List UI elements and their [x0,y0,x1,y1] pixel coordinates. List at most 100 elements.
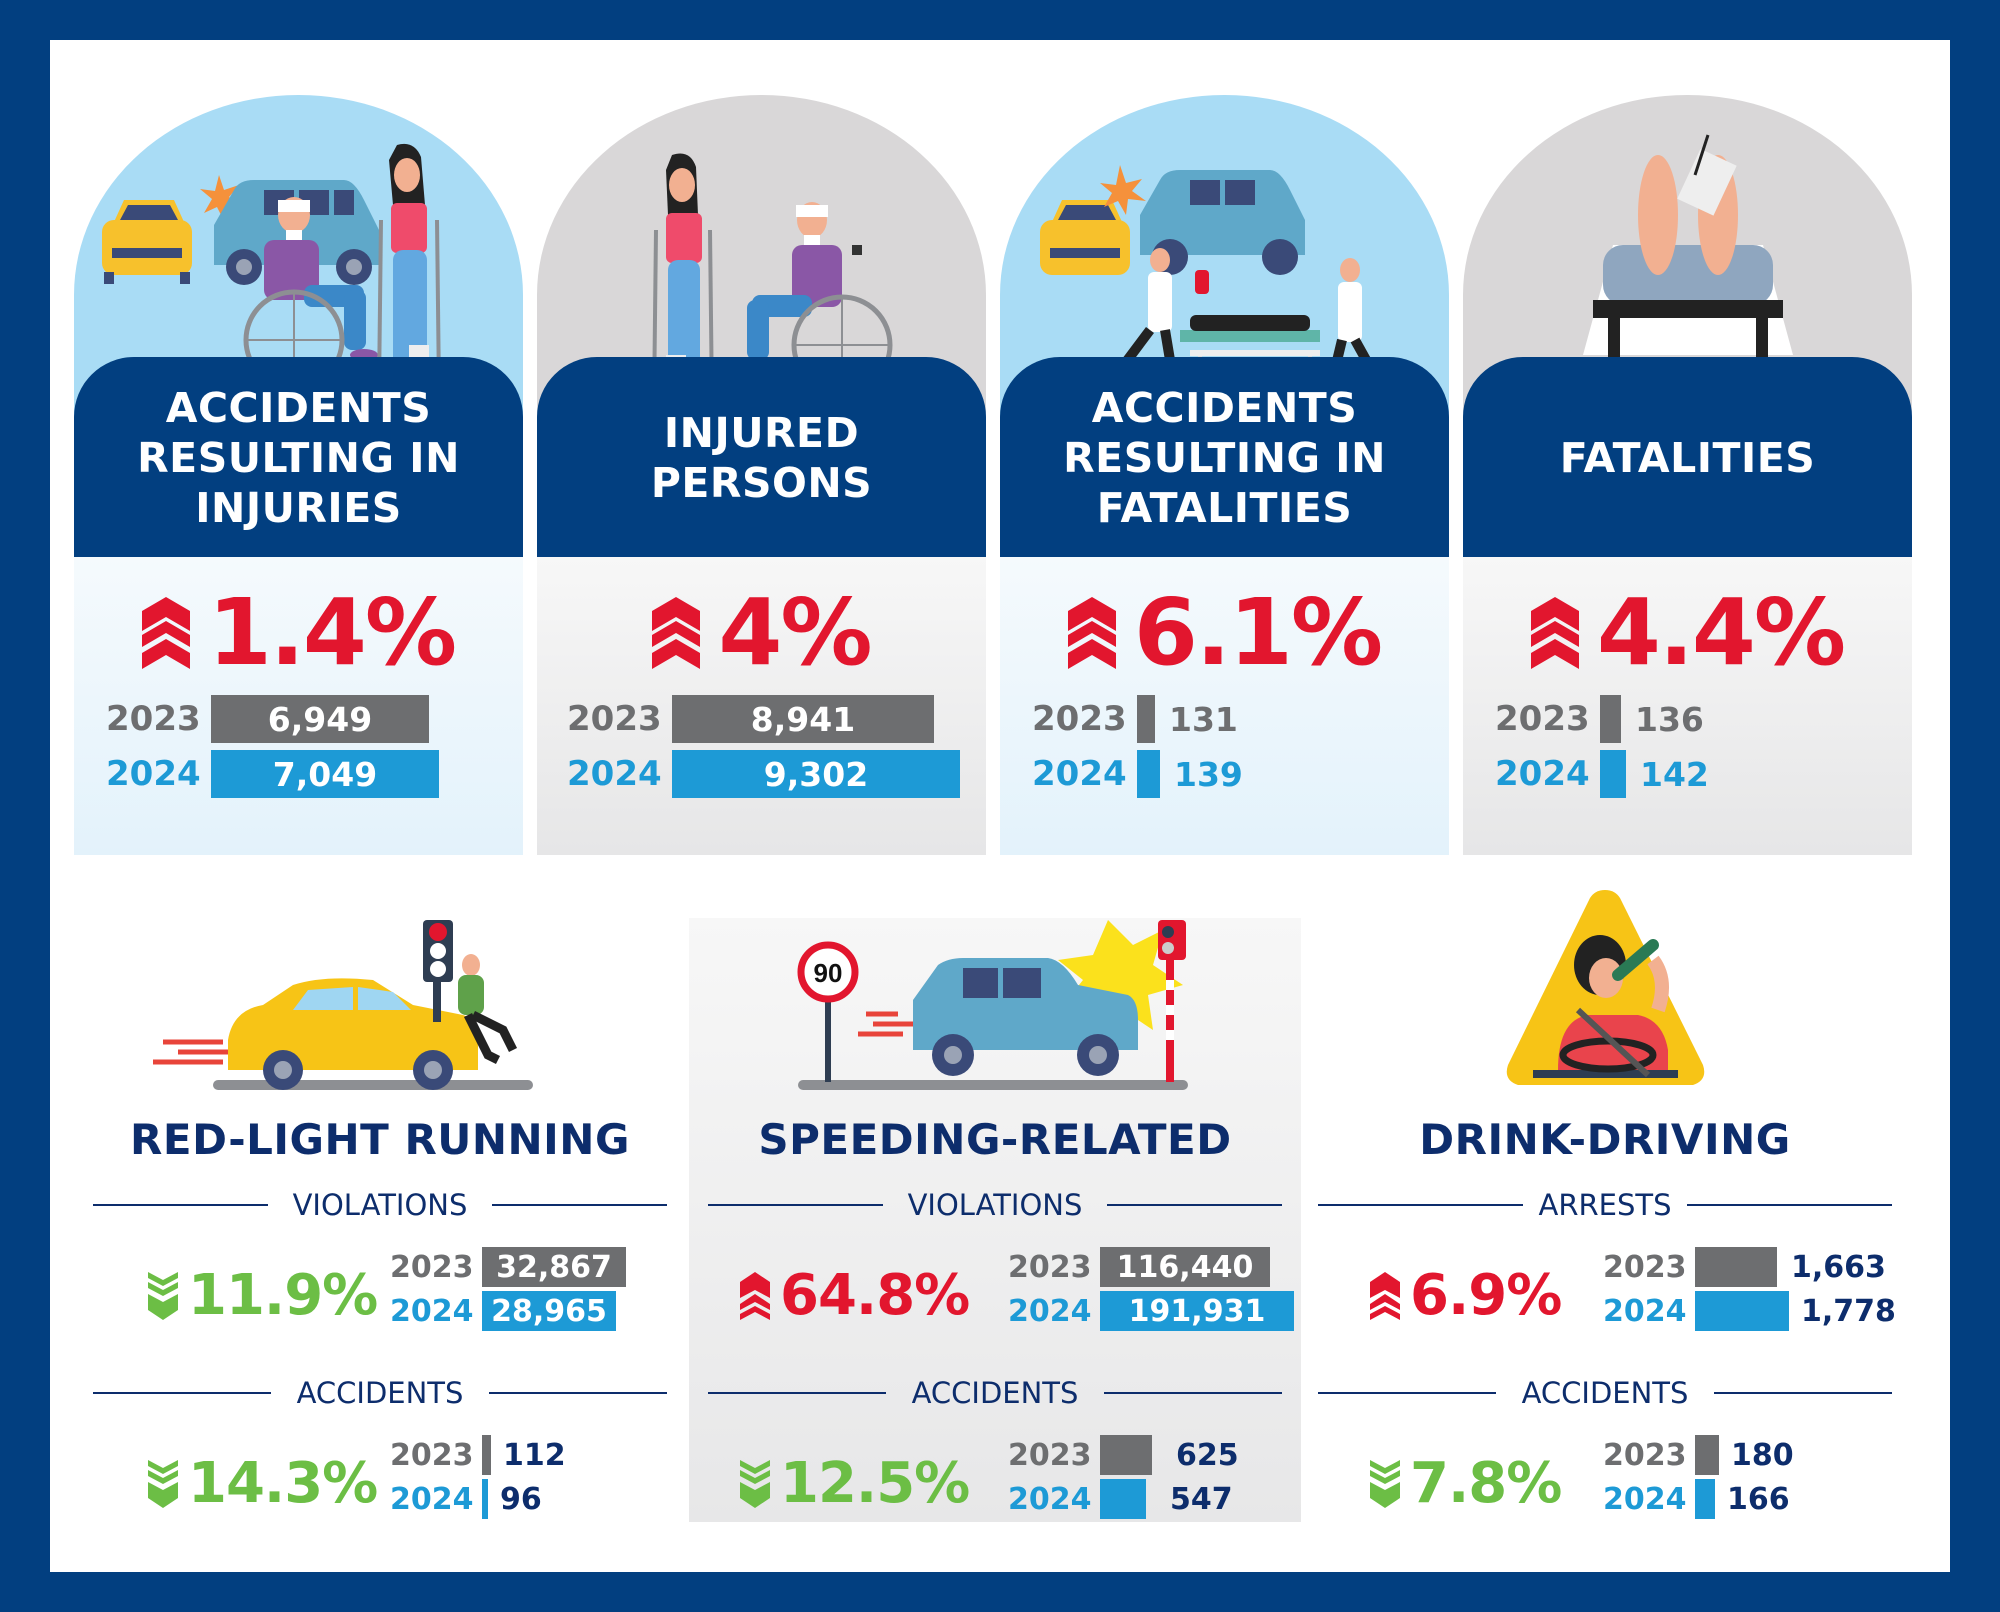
value-2024: 139 [1174,754,1243,794]
trend-down-chevron-icon [148,1459,178,1508]
divider-line [1318,1392,1496,1394]
bar-2023 [482,1435,491,1475]
row-2023: 2023 625 [1008,1433,1239,1477]
metric-accidents: 14.3% 2023 112 2024 96 [93,1433,667,1543]
bar-2023 [1100,1435,1152,1475]
change-percent: 4% [718,579,872,686]
year-label: 2024 [1495,754,1590,794]
section-title: DRINK-DRIVING [1419,1115,1791,1164]
change-percent: 11.9% [188,1263,378,1328]
year-label: 2023 [390,1249,474,1285]
trend-up-chevron-icon [740,1271,770,1320]
metric-label: ACCIDENTS [911,1376,1079,1410]
value-2024: 1,778 [1801,1293,1896,1329]
card-title: ACCIDENTS RESULTING IN INJURIES [74,357,523,559]
trend-down-chevron-icon [1370,1459,1400,1508]
year-label: 2023 [1008,1437,1092,1473]
change-indicator: 4.4% [1463,579,1912,686]
year-label: 2023 [1008,1249,1092,1285]
row-2023: 2023 112 [390,1433,566,1477]
value-2023: 112 [503,1437,566,1473]
row-2024: 2024 96 [390,1477,566,1521]
change-indicator: 1.4% [74,579,523,686]
card-stats: 4.4% 2023 136 2024 142 [1463,557,1912,855]
row-2024: 2024 139 [1032,750,1243,798]
divider-accidents: ACCIDENTS [708,1373,1282,1413]
metric-accidents: 7.8% 2023 180 2024 166 [1318,1433,1892,1543]
row-2024: 2024 142 [1495,750,1709,798]
change-percent: 64.8% [780,1263,970,1328]
card-injured-persons: INJURED PERSONS 4% 2023 8,941 2024 9,302 [537,95,986,855]
bar-2023: 6,949 [211,695,429,743]
row-2024: 2024 547 [1008,1477,1239,1521]
row-2023: 2023 6,949 [106,695,429,743]
divider-line [708,1204,883,1206]
bar-2023 [1695,1435,1719,1475]
row-2023: 2023 116,440 [1008,1245,1294,1289]
card-stats: 4% 2023 8,941 2024 9,302 [537,557,986,855]
bar-2024 [1695,1479,1715,1519]
card-stats: 6.1% 2023 131 2024 139 [1000,557,1449,855]
year-label: 2023 [1032,699,1127,739]
divider-line [1107,1204,1282,1206]
metric-violations: 11.9% 2023 32,867 2024 28,965 [93,1245,667,1355]
bar-2024: 9,302 [672,750,960,798]
value-2023: 180 [1731,1437,1794,1473]
divider-violations: VIOLATIONS [708,1185,1282,1225]
year-label: 2023 [390,1437,474,1473]
change-percent: 1.4% [207,579,457,686]
year-label: 2024 [1603,1293,1687,1329]
row-2023: 2023 180 [1603,1433,1794,1477]
bar-2023: 8,941 [672,695,934,743]
year-label: 2024 [1008,1481,1092,1517]
divider-violations: VIOLATIONS [93,1185,667,1225]
change-indicator: 6.1% [1000,579,1449,686]
divider-line [1714,1392,1892,1394]
row-2023: 2023 32,867 [390,1245,626,1289]
trend-down-chevron-icon [740,1459,770,1508]
card-title: INJURED PERSONS [537,357,986,559]
year-label: 2024 [1603,1481,1687,1517]
value-2024: 166 [1727,1481,1790,1517]
metric-arrests: 6.9% 2023 1,663 2024 1,778 [1318,1245,1896,1355]
metric-label: ARRESTS [1538,1188,1672,1222]
trend-up-chevron-icon [652,596,701,669]
bar-2024 [1600,750,1626,798]
year-comparison: 2023 32,867 2024 28,965 [390,1245,626,1333]
year-comparison: 2023 112 2024 96 [390,1433,566,1521]
row-2024: 2024 9,302 [567,750,960,798]
value-2023: 625 [1176,1437,1239,1473]
trend-down-chevron-icon [148,1271,178,1320]
divider-accidents: ACCIDENTS [1318,1373,1892,1413]
divider-line [489,1392,667,1394]
card-fatalities: FATALITIES 4.4% 2023 136 2024 [1463,95,1912,855]
change-indicator: 14.3% [148,1451,378,1516]
value-2024: 142 [1640,754,1709,794]
row-2024: 2024 166 [1603,1477,1794,1521]
metric-label: VIOLATIONS [907,1188,1083,1222]
metric-label: ACCIDENTS [1521,1376,1689,1410]
section-title: SPEEDING-RELATED [758,1115,1232,1164]
year-comparison: 2023 1,663 2024 1,778 [1603,1245,1896,1333]
year-label: 2024 [567,754,662,794]
year-label: 2023 [1603,1249,1687,1285]
year-label: 2023 [1495,699,1590,739]
divider-line [1687,1204,1892,1206]
card-accidents-fatalities: ACCIDENTS RESULTING IN FATALITIES 6.1% 2… [1000,95,1449,855]
divider-line [1104,1392,1282,1394]
infographic-panel: ACCIDENTS RESULTING IN INJURIES 1.4% 202… [50,40,1950,1572]
card-title: ACCIDENTS RESULTING IN FATALITIES [1000,357,1449,559]
row-2024: 2024 1,778 [1603,1289,1896,1333]
change-indicator: 4% [537,579,986,686]
divider-accidents: ACCIDENTS [93,1373,667,1413]
change-percent: 6.1% [1133,579,1383,686]
row-2023: 2023 8,941 [567,695,934,743]
illustration-red-light-car-pedestrian [93,890,667,1090]
bar-2024: 28,965 [482,1291,616,1331]
row-2024: 2024 191,931 [1008,1289,1294,1333]
metric-label: VIOLATIONS [292,1188,468,1222]
row-2023: 2023 136 [1495,695,1704,743]
change-percent: 14.3% [188,1451,378,1516]
trend-up-chevron-icon [1530,596,1579,669]
bar-2024 [1695,1291,1789,1331]
